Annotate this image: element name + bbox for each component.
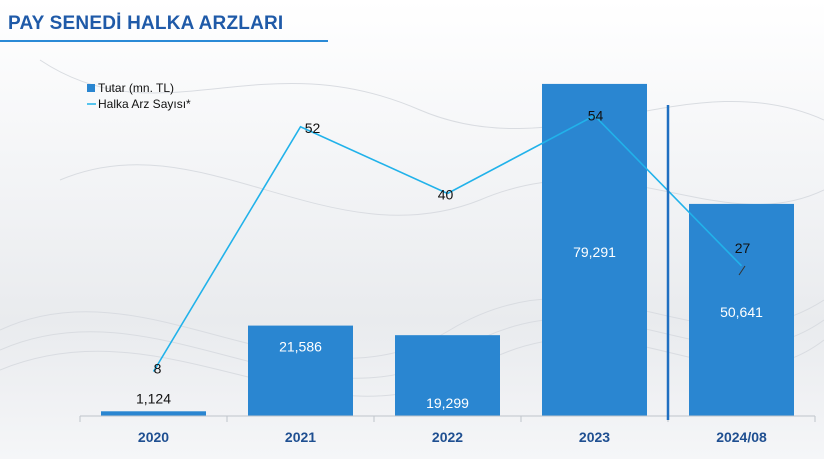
x-axis-label: 2022 xyxy=(432,429,463,445)
x-axis-label: 2023 xyxy=(579,429,610,445)
line-value-label: 8 xyxy=(154,361,162,377)
bar-2022 xyxy=(395,335,500,416)
bar-value-label: 50,641 xyxy=(720,304,763,320)
bar-value-label: 79,291 xyxy=(573,244,616,260)
bar-labels: 1,124 21,586 19,299 79,291 50,641 xyxy=(136,244,763,411)
legend-label-line: Halka Arz Sayısı* xyxy=(98,97,191,111)
x-axis-label: 2021 xyxy=(285,429,316,445)
bar-2020 xyxy=(101,411,206,416)
page-title: PAY SENEDİ HALKA ARZLARI xyxy=(8,13,284,34)
line-series xyxy=(152,114,743,372)
title-bar: PAY SENEDİ HALKA ARZLARI xyxy=(0,0,330,44)
bar-2021 xyxy=(248,325,353,416)
line-value-label: 52 xyxy=(305,120,321,136)
bar-value-label: 21,586 xyxy=(279,339,322,355)
legend-swatch-bar xyxy=(87,84,95,92)
bar-2023 xyxy=(542,83,647,416)
bar-series xyxy=(101,83,794,416)
title-underline xyxy=(0,40,328,42)
line-value-label: 27 xyxy=(735,240,751,256)
leader-line xyxy=(738,265,746,276)
x-axis-label: 2024/08 xyxy=(716,429,767,445)
line-labels: 8 52 40 54 27 xyxy=(154,108,751,377)
legend: Tutar (mn. TL) Halka Arz Sayısı* xyxy=(87,81,191,111)
bar-value-label: 1,124 xyxy=(136,390,171,406)
x-axis-labels: 2020 2021 2022 2023 2024/08 xyxy=(138,429,767,445)
legend-label-bar: Tutar (mn. TL) xyxy=(98,81,174,95)
x-axis-label: 2020 xyxy=(138,429,169,445)
bar-value-label: 19,299 xyxy=(426,395,469,411)
x-axis-ticks xyxy=(79,416,816,422)
line-value-label: 40 xyxy=(438,187,454,203)
line-value-label: 54 xyxy=(588,108,604,124)
bar-2024-08 xyxy=(689,203,794,416)
